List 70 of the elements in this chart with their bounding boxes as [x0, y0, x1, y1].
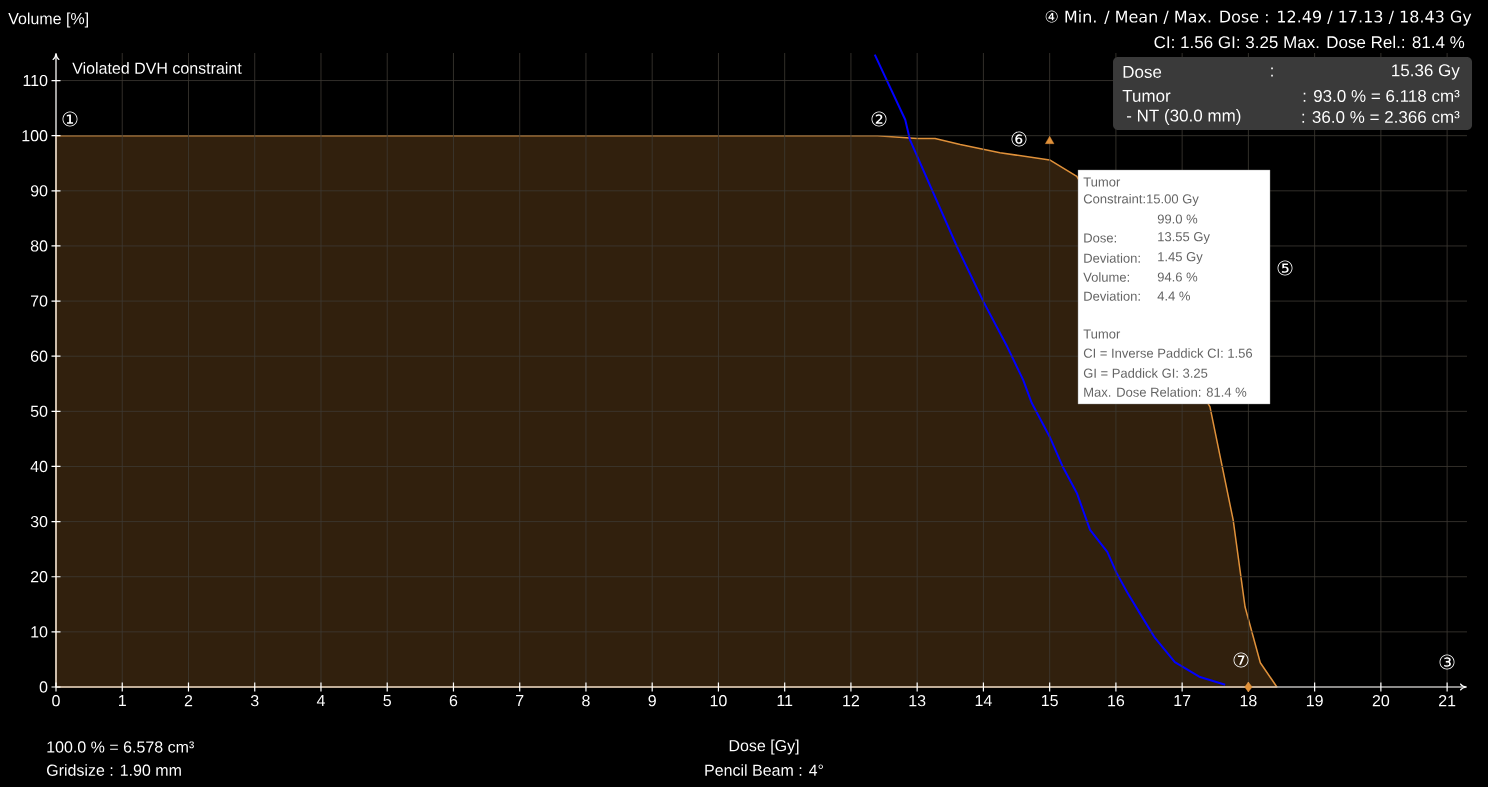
x-tick-label: 19 [1306, 695, 1323, 707]
chart-title: Violated DVH constraint [72, 62, 242, 74]
annotation: Dose: [1084, 233, 1116, 243]
annotation: ⑦ [1233, 652, 1249, 668]
annotation: Volume: [1083, 272, 1129, 282]
x-tick-label: 0 [52, 695, 60, 707]
annotation: GI = Paddick GI: 3.25 [1083, 368, 1208, 378]
y-tick-label: 0 [39, 681, 48, 693]
annotation: Tumor [1083, 329, 1121, 339]
annotation: Tumor [1083, 177, 1121, 187]
x-tick-label: 13 [909, 695, 926, 707]
annotation: 94.6 % [1157, 272, 1198, 282]
y-tick-label: 10 [31, 626, 48, 638]
y-tick-label: 50 [30, 405, 48, 418]
x-tick-label: 1 [119, 695, 126, 707]
annotation: : 93.0 % = 6.118 cm³ [1303, 89, 1460, 103]
y-tick-label: 110 [23, 74, 48, 87]
text: ④ Min. / Mean / Max. Dose : 12.49 / 17.13 / 18.43 Gy [1045, 10, 1472, 26]
annotation: Deviation: [1084, 291, 1140, 301]
annotation: ⑤ [1277, 260, 1293, 276]
x-tick-label: 17 [1174, 695, 1191, 707]
y-tick-label: 40 [30, 460, 48, 473]
y-tick-label: 100 [22, 130, 48, 142]
y-axis-title: Volume [%] [8, 12, 88, 28]
x-axis-title: Dose [Gy] [729, 739, 799, 755]
x-tick-label: 12 [843, 695, 860, 707]
x-tick-label: 15 [1041, 695, 1058, 707]
annotation: - NT (30.0 mm) [1126, 109, 1241, 125]
annotation: : [1271, 67, 1273, 77]
x-tick-label: 21 [1439, 695, 1456, 707]
y-tick-label: 70 [30, 295, 48, 307]
annotation: ⑥ [1011, 131, 1027, 147]
y-tick-label: 30 [30, 515, 48, 528]
y-tick-label: 60 [30, 350, 48, 362]
x-tick-label: 2 [184, 695, 193, 707]
text: Gridsize : 1.90 mm [47, 764, 181, 776]
y-tick-label: 80 [30, 240, 48, 252]
x-tick-label: 4 [316, 695, 325, 707]
x-tick-label: 3 [250, 695, 259, 707]
x-tick-label: 16 [1108, 695, 1125, 707]
x-tick-label: 11 [777, 695, 793, 707]
annotation: ③ [1439, 654, 1455, 670]
text: Pencil Beam : 4° [705, 764, 823, 776]
annotation: 1.45 Gy [1158, 252, 1203, 264]
annotation: ② [871, 111, 887, 127]
annotation: Constraint:15.00 Gy [1083, 193, 1199, 207]
annotation: Max. Dose Relation: 81.4 % [1084, 387, 1247, 397]
text: 100.0 % = 6.578 cm³ [47, 741, 194, 753]
x-tick-label: 20 [1372, 695, 1390, 707]
annotation: CI = Inverse Paddick CI: 1.56 [1083, 348, 1253, 358]
x-tick-label: 6 [449, 695, 458, 707]
x-tick-label: 10 [710, 695, 727, 707]
x-tick-label: 5 [383, 695, 391, 707]
annotation: Dose [1123, 66, 1162, 78]
annotation: Deviation: [1084, 253, 1140, 263]
annotation: Tumor [1122, 90, 1171, 102]
y-tick-label: 20 [30, 571, 48, 583]
annotation: 4.4 % [1157, 291, 1190, 301]
x-tick-label: 14 [975, 695, 992, 707]
annotation: 99.0 % [1157, 214, 1198, 224]
annotation: : 36.0 % = 2.366 cm³ [1302, 110, 1460, 124]
annotation: 15.36 Gy [1392, 64, 1460, 80]
x-tick-label: 8 [582, 695, 590, 707]
x-tick-label: 9 [648, 695, 656, 707]
x-tick-label: 7 [516, 695, 524, 707]
text: CI: 1.56 GI: 3.25 Max. Dose Rel.: 81.4 % [1154, 35, 1465, 49]
annotation: ① [62, 111, 78, 127]
x-tick-label: 18 [1240, 695, 1257, 707]
y-tick-label: 90 [30, 185, 48, 197]
annotation: 13.55 Gy [1158, 232, 1210, 244]
